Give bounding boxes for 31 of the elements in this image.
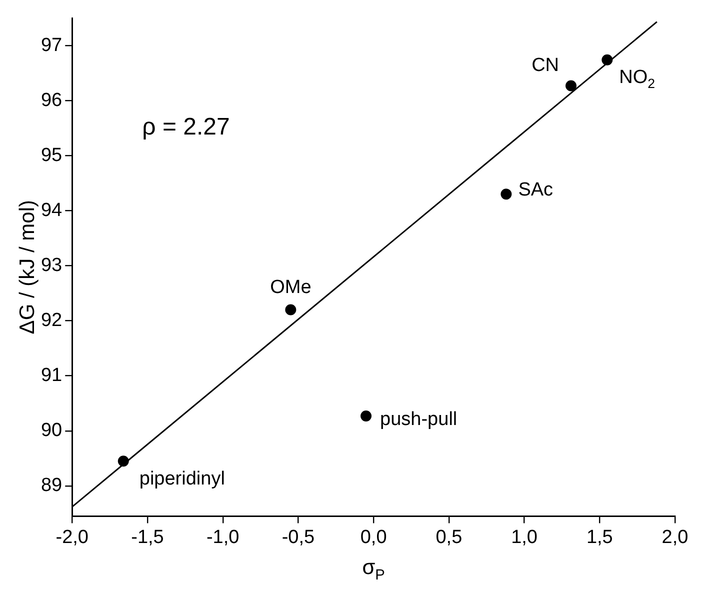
x-tick-label: 0,5 bbox=[436, 526, 462, 548]
x-tick-label: 1,0 bbox=[511, 526, 538, 548]
x-tick-label: -2,0 bbox=[56, 526, 89, 548]
y-tick-label: 91 bbox=[40, 365, 62, 386]
x-tick-label: -1,0 bbox=[206, 526, 240, 548]
y-tick-label: 93 bbox=[40, 254, 62, 276]
x-tick-label: -1,5 bbox=[131, 526, 164, 548]
y-tick-label: 97 bbox=[40, 34, 62, 56]
y-tick-label: 94 bbox=[40, 200, 63, 221]
x-tick-label: 0,0 bbox=[360, 526, 387, 548]
point bbox=[566, 80, 577, 92]
point bbox=[285, 304, 296, 316]
point bbox=[500, 188, 512, 200]
x-tick-label: 1,5 bbox=[586, 526, 613, 548]
annotation: OMe bbox=[270, 277, 312, 298]
x-tick-label: 2,0 bbox=[662, 526, 688, 548]
annotation: CN bbox=[532, 54, 560, 76]
annotation: push-pull bbox=[380, 409, 458, 430]
y-tick-label: 90 bbox=[40, 420, 62, 442]
annotation: ρ = 2.27 bbox=[142, 114, 230, 141]
y-tick-label: 92 bbox=[40, 310, 62, 332]
x-tick-label: -0,5 bbox=[282, 526, 315, 548]
point bbox=[602, 54, 613, 66]
y-tick-label: 95 bbox=[40, 144, 62, 166]
y-tick-label: 89 bbox=[40, 475, 62, 496]
y-axis-title: ΔG / (kJ / mol) bbox=[16, 200, 39, 334]
annotation: SAc bbox=[518, 179, 554, 200]
point bbox=[118, 456, 129, 467]
point bbox=[360, 410, 372, 422]
y-tick-label: 96 bbox=[40, 90, 62, 111]
annotation: piperidinyl bbox=[139, 468, 225, 490]
